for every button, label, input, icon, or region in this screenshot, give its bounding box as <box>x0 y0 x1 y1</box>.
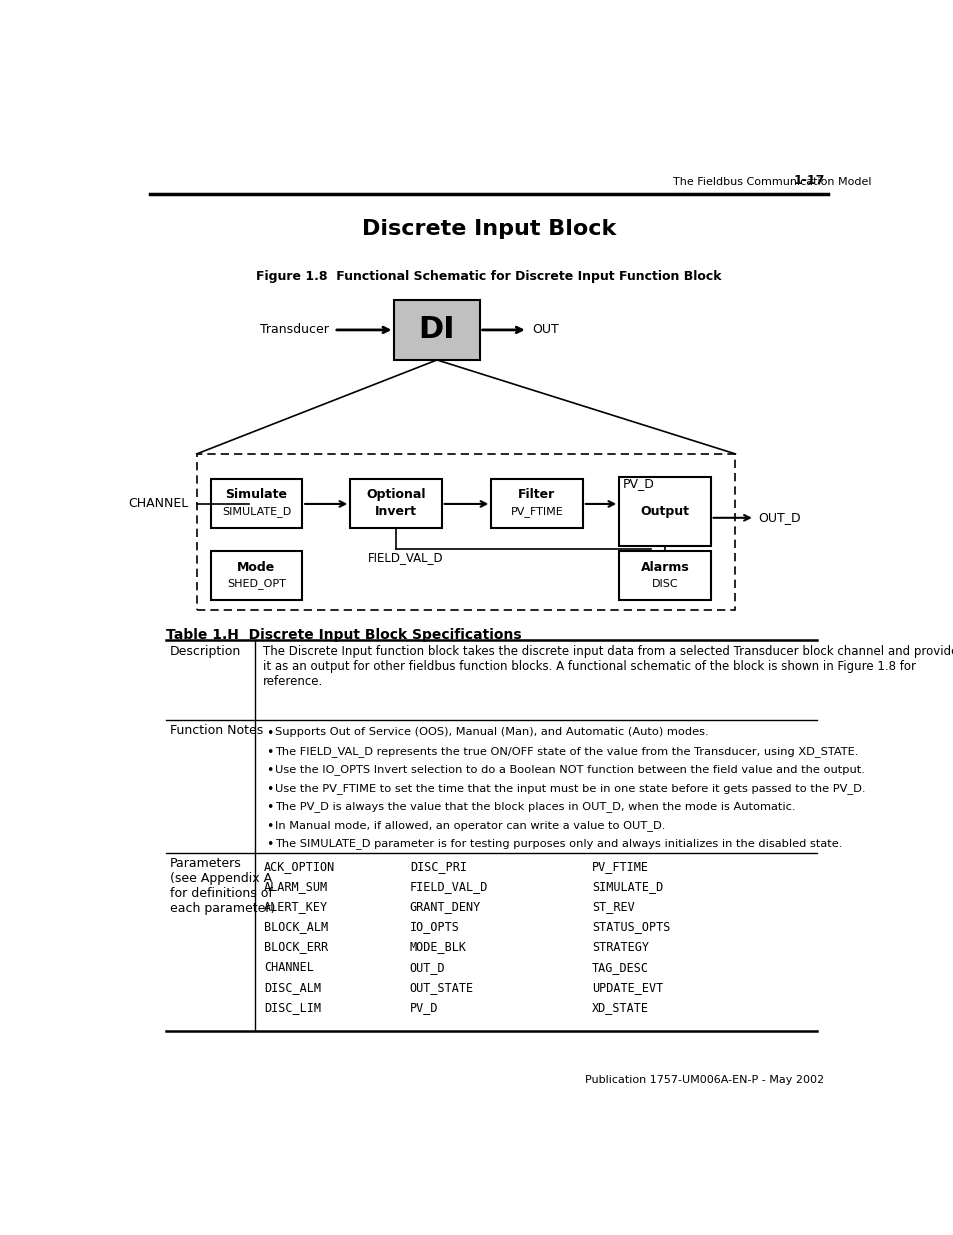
Bar <box>211 551 302 600</box>
Text: •: • <box>266 839 273 851</box>
Text: BLOCK_ALM: BLOCK_ALM <box>264 920 328 934</box>
Text: BLOCK_ERR: BLOCK_ERR <box>264 941 328 953</box>
Text: GRANT_DENY: GRANT_DENY <box>410 900 480 914</box>
Bar <box>618 477 710 546</box>
Text: Use the PV_FTIME to set the time that the input must be in one state before it g: Use the PV_FTIME to set the time that th… <box>274 783 864 794</box>
Text: MODE_BLK: MODE_BLK <box>410 941 466 953</box>
Text: UPDATE_EVT: UPDATE_EVT <box>592 981 662 994</box>
Text: Figure 1.8  Functional Schematic for Discrete Input Function Block: Figure 1.8 Functional Schematic for Disc… <box>256 270 720 283</box>
Text: ST_REV: ST_REV <box>592 900 634 914</box>
Text: DI: DI <box>418 315 455 345</box>
Text: Discrete Input Block: Discrete Input Block <box>361 219 616 240</box>
Text: DISC_PRI: DISC_PRI <box>410 861 466 873</box>
Bar <box>394 300 479 359</box>
Text: •: • <box>266 727 273 740</box>
Text: DISC: DISC <box>651 579 678 589</box>
Bar <box>211 478 302 527</box>
Text: Use the IO_OPTS Invert selection to do a Boolean NOT function between the field : Use the IO_OPTS Invert selection to do a… <box>274 764 864 776</box>
Text: Publication 1757-UM006A-EN-P - May 2002: Publication 1757-UM006A-EN-P - May 2002 <box>585 1076 823 1086</box>
Bar <box>196 454 735 610</box>
Text: Description: Description <box>170 645 240 658</box>
Text: SIMULATE_D: SIMULATE_D <box>592 881 662 893</box>
Text: PV_FTIME: PV_FTIME <box>510 506 563 517</box>
Text: Filter: Filter <box>517 488 555 501</box>
Text: DISC_ALM: DISC_ALM <box>264 981 321 994</box>
Text: The PV_D is always the value that the block places in OUT_D, when the mode is Au: The PV_D is always the value that the bl… <box>274 802 795 813</box>
Text: PV_FTIME: PV_FTIME <box>592 861 648 873</box>
Text: ALARM_SUM: ALARM_SUM <box>264 881 328 893</box>
Text: Simulate: Simulate <box>225 488 287 501</box>
Text: Supports Out of Service (OOS), Manual (Man), and Automatic (Auto) modes.: Supports Out of Service (OOS), Manual (M… <box>274 727 708 737</box>
Text: XD_STATE: XD_STATE <box>592 1000 648 1014</box>
Text: SIMULATE_D: SIMULATE_D <box>221 506 291 517</box>
Text: SHED_OPT: SHED_OPT <box>227 578 286 589</box>
Text: Output: Output <box>639 505 689 519</box>
Text: DISC_LIM: DISC_LIM <box>264 1000 321 1014</box>
Text: 1-17: 1-17 <box>792 174 823 186</box>
Text: STATUS_OPTS: STATUS_OPTS <box>592 920 670 934</box>
Text: PV_D: PV_D <box>410 1000 438 1014</box>
Bar <box>350 478 441 527</box>
Text: IO_OPTS: IO_OPTS <box>410 920 459 934</box>
Text: OUT_D: OUT_D <box>410 961 445 973</box>
Text: The Discrete Input function block takes the discrete input data from a selected : The Discrete Input function block takes … <box>262 645 953 688</box>
Text: •: • <box>266 764 273 777</box>
Text: ALERT_KEY: ALERT_KEY <box>264 900 328 914</box>
Text: Transducer: Transducer <box>260 324 329 336</box>
Text: PV_D: PV_D <box>622 477 654 489</box>
Text: STRATEGY: STRATEGY <box>592 941 648 953</box>
Text: Function Notes: Function Notes <box>170 724 263 737</box>
Text: The FIELD_VAL_D represents the true ON/OFF state of the value from the Transduce: The FIELD_VAL_D represents the true ON/O… <box>274 746 858 757</box>
Text: The Fieldbus Communication Model: The Fieldbus Communication Model <box>673 177 871 186</box>
Text: •: • <box>266 783 273 795</box>
Text: •: • <box>266 802 273 814</box>
Text: Optional: Optional <box>366 488 425 501</box>
Text: FIELD_VAL_D: FIELD_VAL_D <box>368 551 443 564</box>
Text: ACK_OPTION: ACK_OPTION <box>264 861 335 873</box>
Bar <box>491 478 582 527</box>
Text: FIELD_VAL_D: FIELD_VAL_D <box>410 881 488 893</box>
Text: •: • <box>266 820 273 832</box>
Text: CHANNEL: CHANNEL <box>129 498 189 510</box>
Text: Mode: Mode <box>237 561 275 573</box>
Text: •: • <box>266 746 273 758</box>
Bar <box>618 551 710 600</box>
Text: OUT: OUT <box>532 324 558 336</box>
Text: CHANNEL: CHANNEL <box>264 961 314 973</box>
Text: Invert: Invert <box>375 505 416 519</box>
Text: OUT_D: OUT_D <box>758 511 801 525</box>
Text: Alarms: Alarms <box>639 561 688 573</box>
Text: TAG_DESC: TAG_DESC <box>592 961 648 973</box>
Text: In Manual mode, if allowed, an operator can write a value to OUT_D.: In Manual mode, if allowed, an operator … <box>274 820 664 831</box>
Text: The SIMULATE_D parameter is for testing purposes only and always initializes in : The SIMULATE_D parameter is for testing … <box>274 839 841 848</box>
Text: Parameters
(see Appendix A
for definitions of
each parameter): Parameters (see Appendix A for definitio… <box>170 857 274 915</box>
Text: Table 1.H  Discrete Input Block Specifications: Table 1.H Discrete Input Block Specifica… <box>166 627 521 642</box>
Text: OUT_STATE: OUT_STATE <box>410 981 474 994</box>
